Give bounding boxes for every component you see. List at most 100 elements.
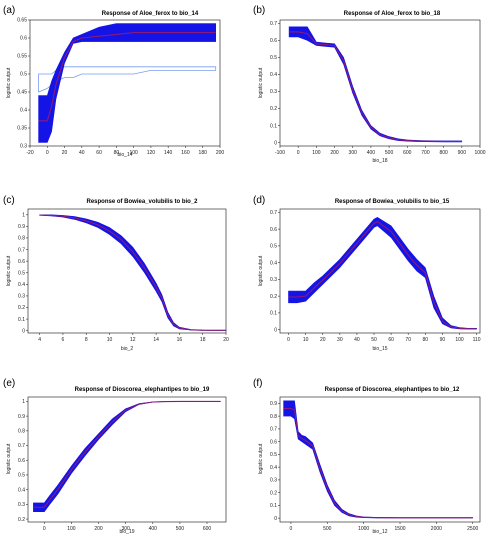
- x-tick-label: 60: [388, 337, 394, 343]
- x-tick-label: 14: [153, 337, 159, 343]
- x-tick-label: 400: [149, 526, 158, 532]
- x-tick-label: 200: [94, 526, 103, 532]
- y-tick-label: 0: [22, 328, 25, 334]
- panel-label: (d): [253, 195, 265, 206]
- panel-label: (e): [3, 378, 15, 389]
- y-tick-label: 0.9: [18, 414, 25, 420]
- chart-title: Response of Bowiea_volubilis to bio_2: [86, 199, 198, 205]
- y-tick-label: 1: [22, 212, 25, 218]
- y-tick-label: 0.5: [270, 244, 277, 250]
- y-axis-label: logistic output: [6, 255, 12, 286]
- plot-frame: [279, 396, 481, 523]
- x-tick-label: 2500: [467, 526, 478, 532]
- y-tick-label: 0.3: [270, 89, 277, 95]
- y-tick-label: 0.3: [20, 144, 27, 150]
- plot-frame: [27, 396, 227, 523]
- x-tick-label: 200: [216, 150, 225, 156]
- x-tick-label: 40: [354, 337, 360, 343]
- x-tick-label: 0: [287, 337, 290, 343]
- x-tick-label: 400: [367, 150, 376, 156]
- chart-title: Response of Dioscorea_elephantipes to bi…: [325, 387, 460, 393]
- x-tick-label: 6: [62, 337, 65, 343]
- y-tick-label: 0.8: [270, 414, 277, 420]
- y-tick-label: 0.7: [270, 210, 277, 216]
- y-tick-label: 0.5: [270, 55, 277, 61]
- y-tick-label: 1: [22, 399, 25, 405]
- x-axis-label: bio_2: [121, 346, 133, 352]
- x-tick-label: 600: [203, 526, 212, 532]
- x-tick-label: 1000: [474, 150, 485, 156]
- y-tick-label: 0.4: [18, 282, 25, 288]
- x-tick-label: 160: [181, 150, 190, 156]
- response-line: [288, 220, 477, 330]
- y-tick-label: 0.2: [270, 106, 277, 112]
- chart-title: Response of Aloe_ferox to bio_14: [102, 11, 199, 17]
- y-tick-label: 0.35: [17, 126, 27, 132]
- x-tick-label: 90: [440, 337, 446, 343]
- chart-title: Response of Aloe_ferox to bio_18: [344, 11, 441, 17]
- y-axis-label: logistic output: [258, 443, 264, 474]
- y-tick-label: 0.7: [270, 21, 277, 27]
- y-tick-label: 0.4: [20, 108, 27, 114]
- y-tick-label: 0.1: [270, 311, 277, 317]
- x-tick-label: 140: [164, 150, 173, 156]
- y-tick-label: 0.4: [270, 260, 277, 266]
- x-tick-label: 80: [114, 150, 120, 156]
- response-line: [39, 214, 226, 331]
- chart-panel-1: (a) Response of Aloe_ferox to bio_14 -20 0 2…: [3, 5, 224, 158]
- y-tick-label: 0.7: [18, 443, 25, 449]
- chart-panel-4: (d) Response of Bowiea_volubilis to bio_1…: [253, 195, 481, 352]
- response-line: [283, 407, 473, 519]
- chart-panel-6: (f) Response of Dioscorea_elephantipes to…: [253, 378, 481, 535]
- x-tick-label: -20: [26, 150, 33, 156]
- y-tick-label: 0.9: [18, 224, 25, 230]
- panel-label: (f): [253, 378, 262, 389]
- y-tick-label: 0.65: [17, 18, 27, 24]
- secondary-band: [38, 66, 217, 93]
- chart-title: Response of Bowiea_volubilis to bio_15: [335, 199, 450, 205]
- plot-frame: [279, 208, 481, 334]
- x-tick-label: 600: [403, 150, 412, 156]
- x-tick-label: 40: [79, 150, 85, 156]
- y-tick-label: 0.3: [18, 502, 25, 508]
- y-axis-label: logistic output: [258, 255, 264, 286]
- chart-title: Response of Dioscorea_elephantipes to bi…: [75, 387, 210, 393]
- x-tick-label: 0: [297, 150, 300, 156]
- x-tick-label: 20: [320, 337, 326, 343]
- chart-panel-5: (e) Response of Dioscorea_elephantipes to…: [3, 378, 227, 535]
- y-tick-label: 0.4: [270, 72, 277, 78]
- x-tick-label: 10: [303, 337, 309, 343]
- x-axis-label: bio_12: [372, 529, 387, 535]
- x-tick-label: 200: [330, 150, 339, 156]
- y-tick-label: 0.8: [18, 429, 25, 435]
- x-tick-label: 300: [121, 526, 130, 532]
- x-axis-label: bio_18: [372, 158, 387, 164]
- y-tick-label: 0.2: [270, 294, 277, 300]
- x-tick-label: 1000: [358, 526, 369, 532]
- y-tick-label: 0.45: [17, 90, 27, 96]
- y-tick-label: 0.1: [270, 123, 277, 129]
- y-tick-label: 0.6: [270, 227, 277, 233]
- x-tick-label: 100: [455, 337, 464, 343]
- x-tick-label: 18: [200, 337, 206, 343]
- x-tick-label: 0: [290, 526, 293, 532]
- response-band: [38, 23, 216, 143]
- x-tick-label: 16: [177, 337, 183, 343]
- y-tick-label: 0: [274, 140, 277, 146]
- y-tick-label: 0.5: [18, 270, 25, 276]
- y-tick-label: 0.6: [20, 36, 27, 42]
- x-tick-label: 20: [223, 337, 229, 343]
- x-tick-label: 2000: [431, 526, 442, 532]
- x-tick-label: 4: [38, 337, 41, 343]
- y-tick-label: 0: [274, 327, 277, 333]
- x-axis-label: bio_14: [117, 152, 132, 158]
- x-tick-label: 120: [147, 150, 156, 156]
- x-tick-label: 0: [43, 526, 46, 532]
- y-tick-label: 0.2: [18, 305, 25, 311]
- y-tick-label: 0.3: [18, 294, 25, 300]
- x-tick-label: 30: [337, 337, 343, 343]
- chart-panel-2: (b) Response of Aloe_ferox to bio_18 -100 0…: [253, 5, 486, 164]
- y-tick-label: 0.5: [270, 452, 277, 458]
- x-tick-label: 500: [323, 526, 332, 532]
